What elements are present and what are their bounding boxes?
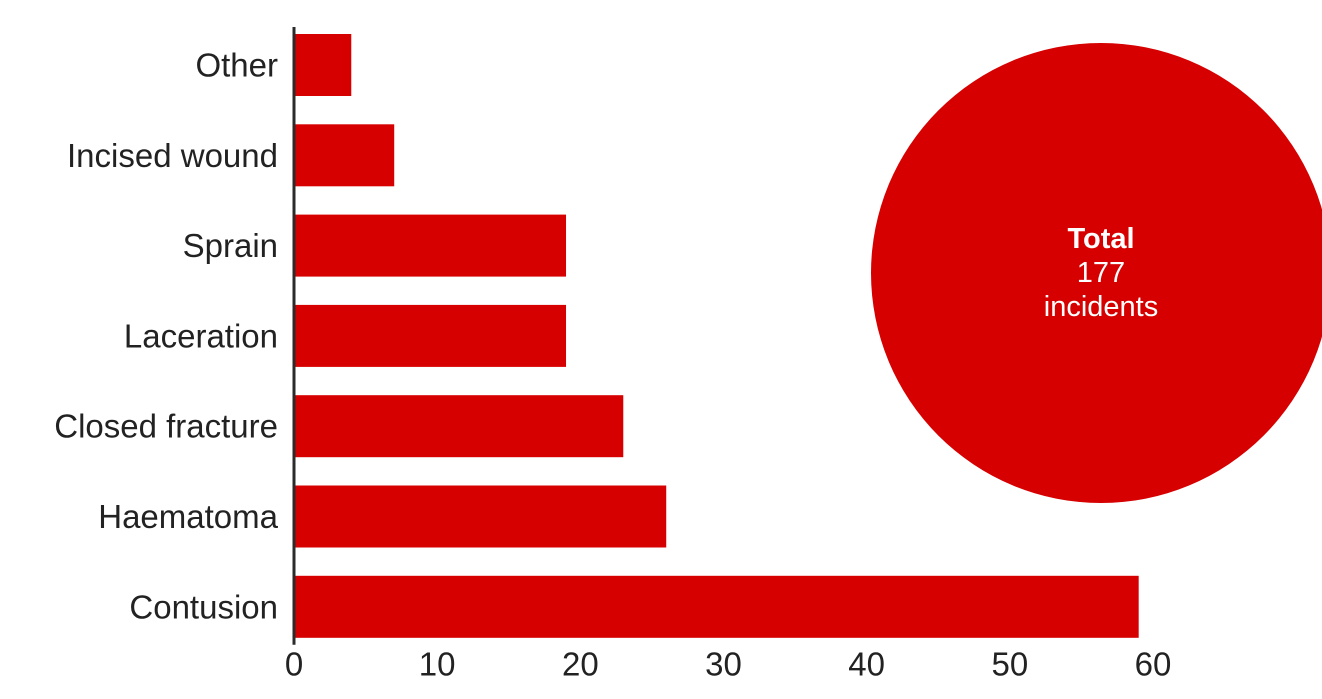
bar-incised-wound [294,124,395,187]
category-label: Closed fracture [54,408,278,445]
total-incidents-circle: Total 177 incidents [871,43,1322,503]
category-label: Other [195,47,278,84]
category-label: Laceration [124,317,278,354]
category-label: Sprain [183,227,278,264]
category-label: Contusion [129,588,278,625]
bar-contusion [294,575,1139,638]
x-tick-label: 10 [419,646,456,683]
bar-laceration [294,304,567,367]
bar-other [294,34,352,96]
total-label: Total [1067,223,1135,255]
x-tick-label: 50 [991,646,1028,683]
x-tick-label: 40 [848,646,885,683]
x-tick-label: 60 [1135,646,1172,683]
bar-sprain [294,214,567,277]
x-tick-label: 20 [562,646,599,683]
x-tick-label: 30 [705,646,742,683]
x-tick-label: 0 [285,646,303,683]
total-value: 177 [1076,257,1126,289]
bar-haematoma [294,485,667,548]
total-unit: incidents [1043,291,1159,323]
bar-closed-fracture [294,395,624,458]
category-label: Haematoma [98,498,278,535]
category-label: Incised wound [67,137,278,174]
